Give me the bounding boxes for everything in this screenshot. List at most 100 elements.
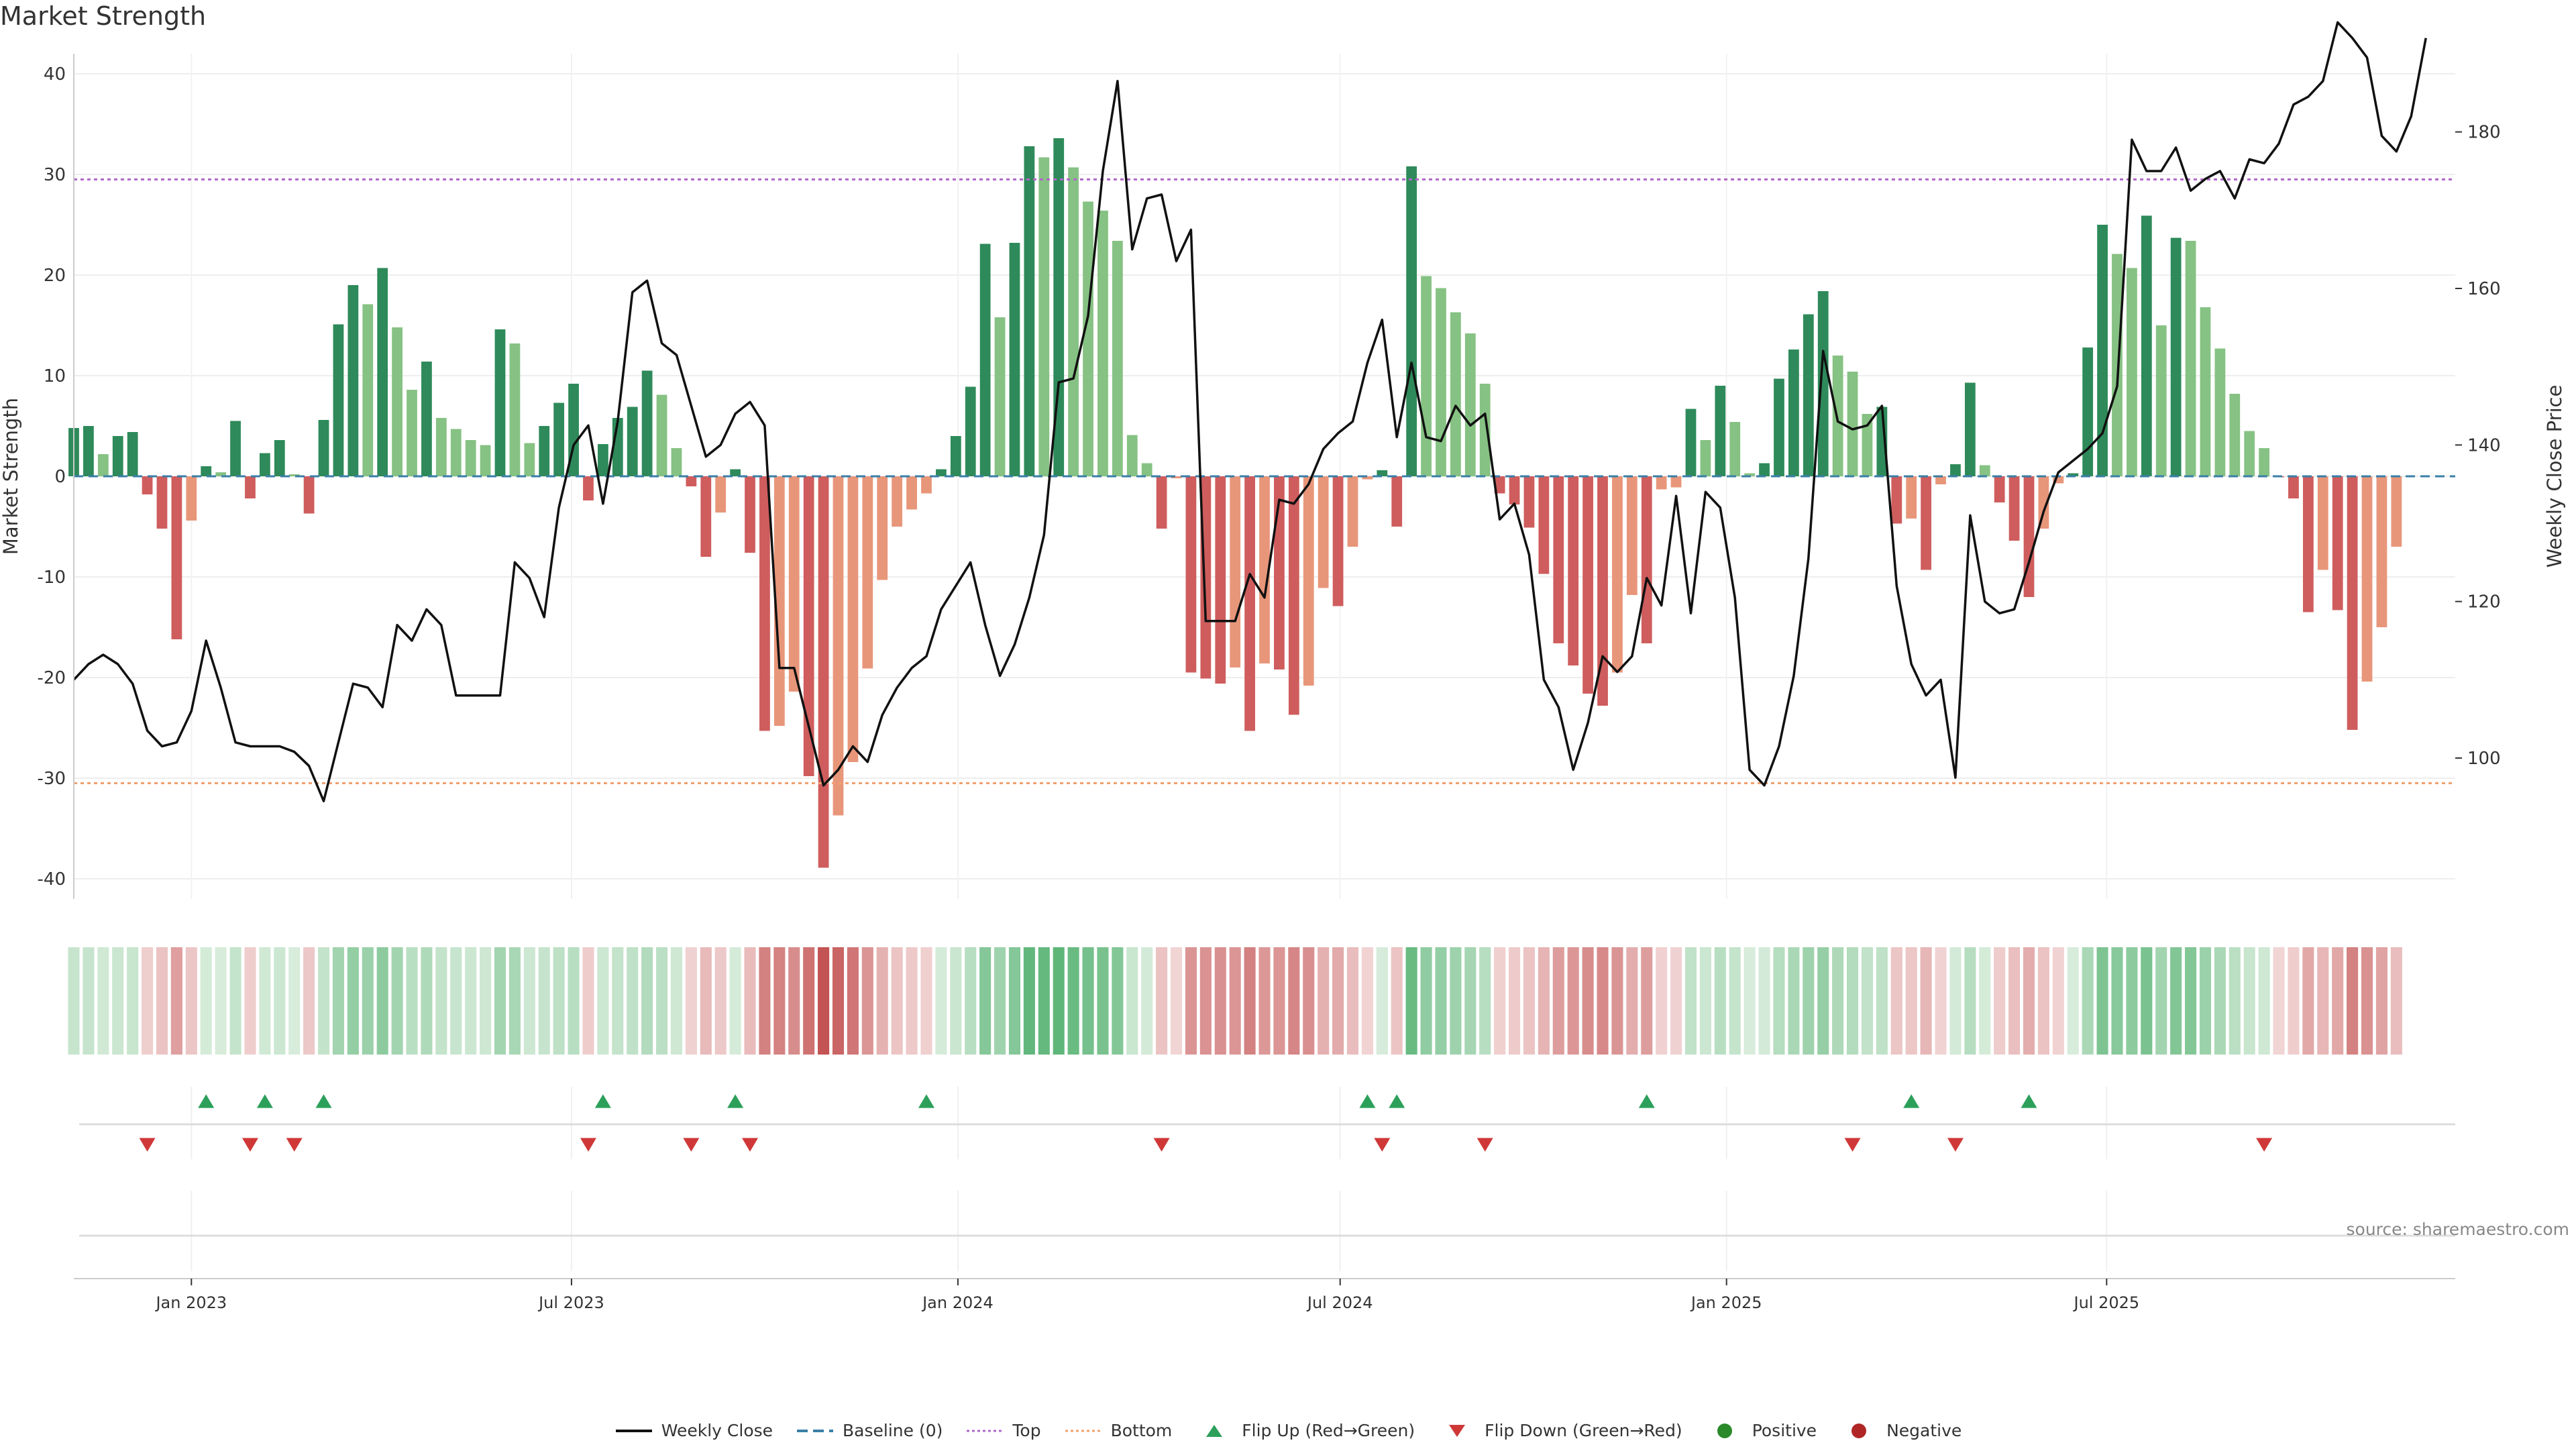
legend-item-flip-up[interactable]: Flip Up (Red→Green)	[1195, 1421, 1415, 1440]
strength-bar	[965, 386, 976, 476]
strength-bar	[583, 476, 594, 500]
strength-bar	[1436, 288, 1446, 476]
heat-cell	[1494, 947, 1506, 1055]
heat-cell	[1288, 947, 1300, 1055]
strength-bar	[877, 476, 888, 580]
heat-cell	[1567, 947, 1579, 1055]
heat-cell	[244, 947, 256, 1055]
y-tick-label: -40	[38, 869, 66, 890]
legend-item-weekly-close[interactable]: Weekly Close	[614, 1421, 773, 1440]
heat-cell	[2067, 947, 2079, 1055]
legend-item-positive[interactable]: Positive	[1705, 1421, 1817, 1440]
strength-bar	[833, 476, 844, 816]
heat-cell	[1067, 947, 1079, 1055]
strength-bar	[1847, 372, 1858, 476]
heat-cell	[2361, 947, 2373, 1055]
heat-cell	[450, 947, 462, 1055]
strength-bar	[1553, 476, 1564, 643]
strength-bar	[230, 421, 241, 476]
heat-cell	[97, 947, 109, 1055]
heat-cell	[1714, 947, 1726, 1055]
flip-down-marker	[1374, 1138, 1391, 1152]
heat-cell	[2302, 947, 2314, 1055]
flip-up-marker	[918, 1094, 934, 1108]
strength-bar	[259, 453, 270, 476]
heat-cell	[303, 947, 315, 1055]
strength-bar	[1215, 476, 1226, 684]
y-axis-title: Market Strength	[0, 398, 22, 555]
heat-cell	[1684, 947, 1697, 1055]
heat-cell	[729, 947, 741, 1055]
flip-down-marker	[683, 1138, 700, 1152]
flip-up-marker	[1359, 1094, 1376, 1108]
strength-bar	[2332, 476, 2343, 610]
heat-cell	[1803, 947, 1815, 1055]
heat-cell	[714, 947, 727, 1055]
strength-bar	[700, 476, 712, 557]
strength-bar	[1332, 476, 1344, 606]
flip-up-marker	[256, 1094, 273, 1108]
legend-label: Flip Up (Red→Green)	[1242, 1421, 1415, 1440]
strength-bar	[2112, 254, 2123, 476]
strength-bar	[2376, 476, 2387, 627]
heat-cell	[994, 947, 1006, 1055]
heat-cell	[2111, 947, 2123, 1055]
heat-cell	[1199, 947, 1212, 1055]
weekly-close-line	[72, 21, 2427, 802]
heat-cell	[1450, 947, 1462, 1055]
heat-cell	[685, 947, 697, 1055]
heat-cell	[700, 947, 712, 1055]
heat-cell	[847, 947, 859, 1055]
y2-axis-title: Weekly Close Price	[2543, 385, 2566, 568]
strength-bar	[1464, 333, 1476, 476]
heat-cell	[185, 947, 197, 1055]
legend-item-baseline[interactable]: Baseline (0)	[796, 1421, 943, 1440]
y-tick-label: 40	[44, 64, 66, 85]
strength-bar	[2244, 431, 2255, 476]
strength-bar	[1685, 409, 1697, 476]
strength-bar	[1494, 476, 1505, 494]
strength-bar	[2008, 476, 2020, 541]
strength-bar	[1964, 382, 1976, 476]
heat-cell	[538, 947, 550, 1055]
heat-cell	[1038, 947, 1050, 1055]
heat-cell	[1949, 947, 1962, 1055]
strength-bar	[1303, 476, 1314, 686]
strength-bar	[656, 394, 667, 476]
y2-tick-label: 120	[2467, 592, 2501, 612]
heat-cell	[376, 947, 388, 1055]
legend-label: Top	[1012, 1421, 1041, 1440]
strength-bar	[1406, 166, 1417, 476]
strength-bar	[1347, 476, 1358, 547]
legend-item-top[interactable]: Top	[965, 1421, 1041, 1440]
strength-bar	[1126, 435, 1138, 476]
heat-cell	[1303, 947, 1315, 1055]
heat-cell	[744, 947, 756, 1055]
strength-bar	[553, 402, 565, 476]
strength-bar	[1744, 473, 1756, 476]
strength-bar	[480, 445, 491, 476]
strength-bar	[1362, 476, 1373, 480]
strength-bar	[1259, 476, 1270, 663]
flip-down-marker	[1947, 1138, 1964, 1152]
legend-item-flip-down[interactable]: Flip Down (Green→Red)	[1438, 1421, 1682, 1440]
heat-cell	[1994, 947, 2006, 1055]
heat-cell	[1258, 947, 1271, 1055]
heat-cell	[288, 947, 301, 1055]
heat-cell	[2332, 947, 2344, 1055]
strength-bar	[1862, 414, 1873, 476]
strength-bar	[1009, 243, 1020, 476]
strength-bar	[83, 426, 94, 476]
heat-cell	[891, 947, 903, 1055]
strength-bar	[539, 426, 550, 476]
strength-bar	[2185, 241, 2196, 476]
heat-cell	[1332, 947, 1344, 1055]
legend-item-bottom[interactable]: Bottom	[1064, 1421, 1172, 1440]
heat-cell	[332, 947, 344, 1055]
y-tick-label: 20	[44, 266, 66, 286]
legend-item-negative[interactable]: Negative	[1839, 1421, 1962, 1440]
strength-bar	[1803, 314, 1814, 476]
flip-up-marker	[2021, 1094, 2037, 1108]
heat-cell	[229, 947, 241, 1055]
heat-cell	[2023, 947, 2035, 1055]
